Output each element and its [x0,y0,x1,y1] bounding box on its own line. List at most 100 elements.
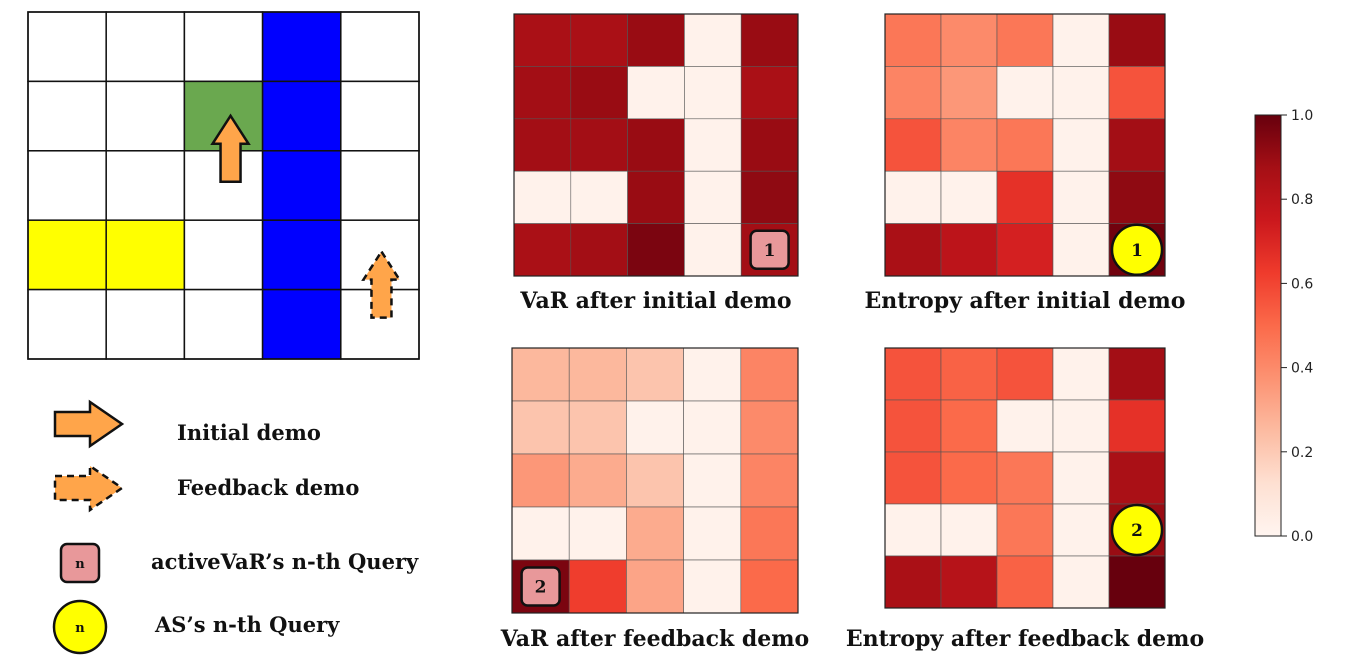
heatmap-cell [1108,451,1166,505]
heatmap-cell [627,170,685,224]
heatmap-cell [884,399,942,453]
heatmap-cell [1108,66,1166,120]
query-marker-label: 1 [764,241,776,261]
heatmap-cell [884,13,942,67]
heatmap-cell [884,170,942,224]
heatmap-cell [568,453,627,508]
heatmap-cell [940,451,998,505]
heatmap-cell [627,13,685,67]
heatmap-cell [570,13,628,67]
colorbar-gradient [1254,114,1282,537]
heatmap-cell [996,347,1054,401]
heatmap-border [884,347,1166,609]
heatmap-cell [570,66,628,120]
heatmap-cell [884,451,942,505]
heatmap-cell [1052,347,1110,401]
heatmap-cell [884,503,942,557]
heatmap-cell [996,223,1054,277]
colorbar-tick-label: 0.4 [1291,361,1313,377]
grid-cell-white [27,80,107,152]
heatmap-cell [996,170,1054,224]
heatmap-cell [513,170,572,224]
heatmap-cell [570,170,628,224]
heatmap-cell [884,347,942,401]
heatmap-cell [1052,118,1110,172]
grid-cell-white [340,150,420,221]
heatmap-border [513,13,799,277]
heatmap-cell [1052,66,1110,120]
colorbar: 0.0 0.2 0.4 0.6 0.8 1.0 [1254,108,1313,545]
heatmap-cell [940,399,998,453]
heatmap-cell [740,66,799,120]
heatmap-cell [511,347,570,402]
heatmap-cell [683,400,742,455]
heatmap-border [884,13,1166,277]
heatmap-cell [940,503,998,557]
heatmap-cell [740,13,799,67]
colorbar-tick-label: 0.0 [1291,529,1313,545]
heatmap-cell [683,559,742,614]
heatmap-cell [996,66,1054,120]
heatmap-cell [513,66,572,120]
heatmap-cell [511,506,570,561]
heatmap-cell [683,347,742,402]
heatmap-cell [513,118,572,172]
heatmap-cell [568,347,627,402]
legend-feedback-demo-label: Feedback demo [177,475,359,500]
heatmap-2: 1 Entropy after initial demo [865,13,1186,314]
heatmap-cell [940,555,998,609]
colorbar-tick-label: 0.2 [1291,445,1313,461]
legend-initial-demo-label: Initial demo [177,420,321,445]
heatmap-cell [884,66,942,120]
legend-as-query-label: AS’s n-th Query [154,612,340,637]
heatmap-cell [626,453,684,508]
legend-activevar-query-label: activeVaR’s n-th Query [151,549,419,574]
heatmap-cell [940,347,998,401]
legend-activevar-query-icon: n [59,542,101,584]
heatmap-cell [627,66,685,120]
feedback-demo-arrow-icon [361,249,402,319]
heatmap-title: VaR after initial demo [519,288,791,314]
heatmap-cell [740,118,799,172]
heatmap-cell [684,170,742,224]
grid-cell-white [27,11,107,83]
heatmap-border [511,347,799,614]
grid-cell-white [105,288,186,360]
grid-cell-white [183,288,264,360]
heatmap-cell [570,118,628,172]
heatmap-cell [996,451,1054,505]
colorbar-tick-label: 0.8 [1291,192,1313,208]
grid-cell-white [105,80,186,152]
heatmap-title: Entropy after initial demo [865,288,1186,314]
heatmap-cell [626,400,684,455]
heatmap-cell [626,347,684,402]
svg-text:n: n [75,557,85,572]
heatmap-cell [1052,503,1110,557]
colorbar-tick-label: 0.6 [1291,276,1313,292]
grid-cell-yellow [27,219,107,291]
heatmap-cell [884,118,942,172]
grid-cell-blue [261,288,342,360]
heatmap-3: 2 VaR after feedback demo [500,347,809,652]
legend-feedback-arrow-icon [53,463,125,513]
as-query-marker [1110,503,1164,557]
heatmaps: 1 VaR after initial demo 1 Entropy after in… [500,13,1204,652]
grid-cell-white [340,11,420,83]
grid-cell-white [27,288,107,360]
heatmap-cell [940,223,998,277]
heatmap-cell [511,453,570,508]
grid-cell-blue [261,11,342,83]
grid-cell-white [183,219,264,291]
heatmap-cell [740,400,799,455]
heatmap-cell [940,170,998,224]
heatmap-cell [626,506,684,561]
heatmap-cell [513,13,572,67]
grid-cell-blue [261,219,342,291]
heatmap-cell [1108,399,1166,453]
activevar-query-marker [749,229,790,271]
grid-cell-white [27,150,107,221]
query-marker-label: 2 [535,578,547,598]
heatmap-cell [996,118,1054,172]
svg-text:n: n [75,621,85,636]
